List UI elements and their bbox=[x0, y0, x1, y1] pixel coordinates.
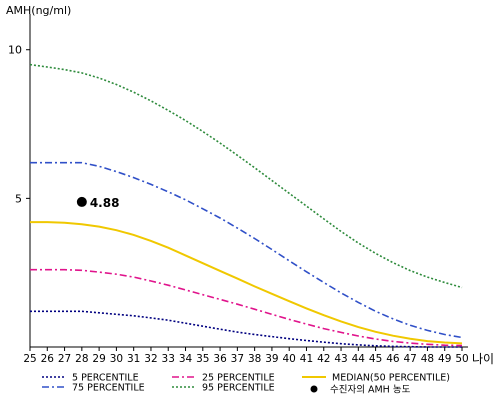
series-line-1 bbox=[30, 268, 463, 347]
x-tick-label: 45 bbox=[369, 353, 382, 365]
x-tick-label: 46 bbox=[386, 353, 400, 365]
x-tick-label: 49 bbox=[438, 353, 451, 365]
x-tick-label: 39 bbox=[265, 353, 278, 365]
x-tick-label: 40 bbox=[283, 353, 296, 365]
patient-point-label: 4.88 bbox=[90, 196, 120, 210]
legend: 5 PERCENTILE 25 PERCENTILE MEDIAN(50 PERCE… bbox=[42, 373, 450, 396]
x-tick-label: 26 bbox=[41, 353, 55, 365]
x-tick-label: 27 bbox=[58, 353, 71, 365]
legend-label-1: 25 PERCENTILE bbox=[202, 373, 275, 384]
series-line-0 bbox=[30, 310, 462, 348]
legend-label-0: 5 PERCENTILE bbox=[72, 373, 139, 384]
legend-label-2: MEDIAN(50 PERCENTILE) bbox=[332, 373, 450, 384]
legend-label-3: 75 PERCENTILE bbox=[72, 383, 145, 394]
axes: AMH(ng/ml) 나이 5 10 25 26 27 28 29 30 31 32 33 34 35 36 3… bbox=[6, 4, 494, 366]
x-tick-label: 47 bbox=[403, 353, 416, 365]
x-tick-label: 29 bbox=[92, 353, 105, 365]
x-tick-label: 44 bbox=[352, 353, 366, 365]
x-tick-label: 50 bbox=[455, 353, 468, 365]
x-tick-label: 25 bbox=[23, 353, 36, 365]
x-tick-label: 38 bbox=[248, 353, 261, 365]
legend-label-4: 95 PERCENTILE bbox=[202, 383, 275, 394]
x-tick-label: 43 bbox=[334, 353, 347, 365]
patient-marker: 4.88 bbox=[76, 196, 120, 210]
x-tick-label: 37 bbox=[231, 353, 244, 365]
x-tick-label: 42 bbox=[317, 353, 330, 365]
x-tick-label: 28 bbox=[75, 353, 88, 365]
x-axis-label: 나이 bbox=[472, 352, 494, 366]
x-tick-label: 36 bbox=[213, 353, 227, 365]
legend-point-label: 수진자의 AMH 농도 bbox=[330, 385, 411, 396]
x-tick-label: 31 bbox=[127, 353, 140, 365]
x-tick-label: 32 bbox=[144, 353, 157, 365]
patient-point bbox=[76, 196, 87, 207]
x-tick-label: 34 bbox=[179, 353, 193, 365]
series-line-2 bbox=[30, 221, 463, 345]
x-tick-label: 33 bbox=[162, 353, 175, 365]
y-tick-label: 5 bbox=[15, 192, 22, 205]
x-tick-label: 41 bbox=[300, 353, 313, 365]
series-line-3 bbox=[30, 161, 463, 339]
percentile-lines bbox=[29, 63, 463, 348]
series-line-4 bbox=[29, 63, 463, 289]
x-tick-label: 48 bbox=[421, 353, 434, 365]
x-tick-label: 35 bbox=[196, 353, 209, 365]
x-tick-label: 30 bbox=[110, 353, 123, 365]
legend-point-swatch bbox=[310, 385, 318, 393]
y-axis-label: AMH(ng/ml) bbox=[6, 4, 71, 17]
y-tick-label: 10 bbox=[8, 44, 22, 57]
